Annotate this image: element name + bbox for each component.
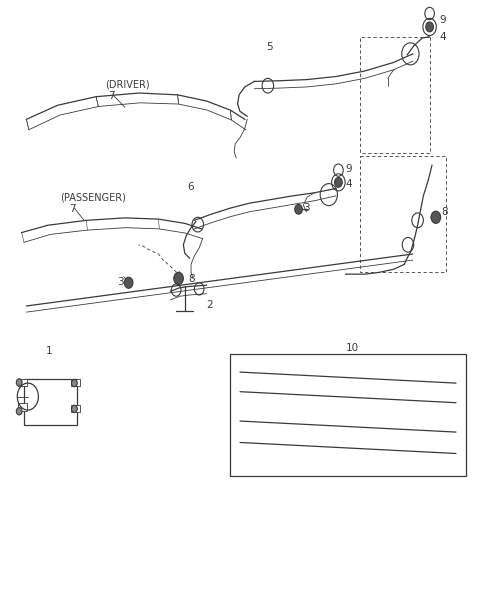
Text: 4: 4 [346,179,352,188]
Text: 7: 7 [108,91,115,100]
Circle shape [124,277,133,288]
Bar [71,405,80,412]
Circle shape [72,379,77,387]
Circle shape [174,272,183,285]
Text: 3: 3 [118,277,124,286]
Bar [18,379,27,386]
Text: 1: 1 [46,346,52,356]
Text: 2: 2 [206,300,213,310]
Text: 10: 10 [346,343,359,353]
Text: 7: 7 [70,204,76,214]
Circle shape [295,204,302,214]
Bar [71,379,80,386]
Text: 6: 6 [187,182,194,192]
Bar [230,354,466,476]
Text: 9: 9 [439,15,446,25]
Text: 8: 8 [189,274,195,284]
Text: 8: 8 [442,207,448,217]
Text: 4: 4 [439,32,446,42]
Circle shape [72,405,77,412]
Bar [24,379,77,425]
Text: 5: 5 [266,42,273,51]
Circle shape [335,177,342,187]
Text: (DRIVER): (DRIVER) [106,80,150,89]
Text: (PASSENGER): (PASSENGER) [60,193,126,203]
Circle shape [16,408,22,415]
Text: 3: 3 [303,203,310,213]
Circle shape [431,211,441,223]
Text: 9: 9 [346,164,352,174]
Circle shape [426,22,433,32]
Circle shape [16,379,22,386]
Bar [18,403,27,411]
